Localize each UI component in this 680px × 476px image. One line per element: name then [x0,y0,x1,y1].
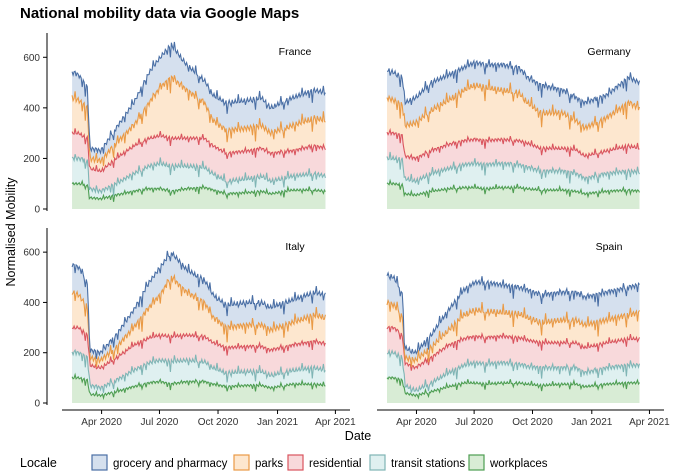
line-transit-spain [386,348,641,393]
y-tick-label: 200 [23,154,40,165]
line-residential-italy [71,324,326,371]
line-workplaces-italy [71,372,326,401]
line-parks-france [71,74,326,167]
line-grocery-germany [386,58,641,108]
line-transit-germany [386,151,640,185]
line-residential-germany [386,127,640,163]
line-grocery-italy [71,250,326,359]
line-grocery-france [71,41,326,155]
y-tick-label: 0 [34,205,40,216]
line-workplaces-germany [386,178,640,199]
legend-swatch [233,454,250,471]
line-residential-france [71,128,326,173]
legend-label: grocery and pharmacy [113,458,228,470]
x-tick-label: Apr 2021 [629,417,670,428]
panel-label: Germany [587,46,631,58]
line-workplaces-france [71,179,326,202]
line-parks-germany [386,79,641,133]
legend-swatch [287,454,304,471]
legend-swatch [468,454,485,471]
x-axis-title: Date [345,429,371,443]
legend: Locale grocery and pharmacy parks resident… [20,454,548,471]
y-tick-label: 0 [34,399,40,410]
y-tick-label: 400 [23,298,40,309]
area-workplaces-spain [387,376,640,403]
panels: France 0 200 400 600 Germany Italy 0 200 400 600 Ap… [23,33,670,428]
line-transit-france [71,154,326,196]
legend-swatch [369,454,386,471]
line-workplaces-spain [386,376,640,400]
line-parks-spain [386,298,640,367]
x-tick-label: Oct 2020 [198,417,239,428]
line-parks-italy [71,273,326,368]
legend-label: parks [255,458,283,470]
legend-items: grocery and pharmacy parks residential tran… [91,454,548,471]
legend-label: transit stations [391,458,465,470]
panel-italy: Italy 0 200 400 600 Apr 2020 Jul 2020 Oct 2020 J… [23,228,356,428]
area-workplaces-italy [72,374,326,403]
panel-label: Spain [596,241,623,253]
line-grocery-spain [386,271,640,355]
legend-swatch [91,454,108,471]
y-tick-label: 400 [23,103,40,114]
legend-label: workplaces [489,458,548,470]
y-tick-label: 600 [23,53,40,64]
x-tick-label: Jul 2020 [455,417,493,428]
x-tick-label: Jul 2020 [141,417,179,428]
legend-title: Locale [20,456,57,470]
chart-title: National mobility data via Google Maps [20,5,299,22]
x-tick-label: Apr 2020 [396,417,437,428]
legend-label: residential [309,458,361,470]
panel-france: France 0 200 400 600 [23,33,326,216]
x-tick-label: Oct 2020 [512,417,553,428]
y-tick-label: 200 [23,348,40,359]
x-tick-label: Jan 2021 [257,417,299,428]
x-tick-label: Apr 2021 [315,417,356,428]
line-residential-spain [386,325,641,371]
panel-label: Italy [285,241,305,253]
y-tick-label: 600 [23,248,40,259]
x-tick-label: Jan 2021 [571,417,613,428]
x-tick-label: Apr 2020 [81,417,122,428]
area-workplaces-france [72,181,326,209]
panel-germany: Germany [386,46,641,209]
panel-spain: Spain Apr 2020 Jul 2020 Oct 2020 Jan 2021 Apr… [377,241,670,428]
y-axis-title: Normalised Mobility [4,177,18,287]
panel-label: France [279,46,312,58]
line-transit-italy [71,348,326,393]
area-workplaces-germany [387,180,640,209]
